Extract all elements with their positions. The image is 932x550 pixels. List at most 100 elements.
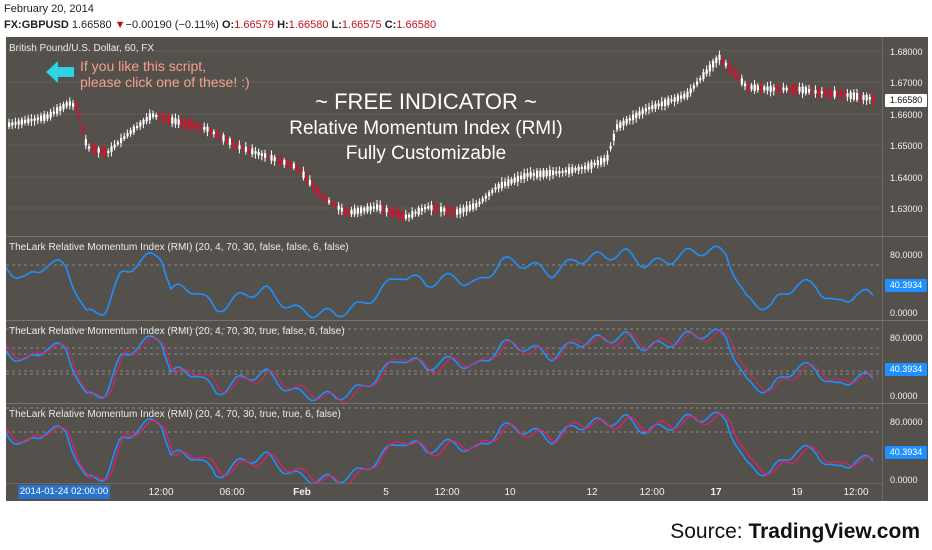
left-arrow-icon[interactable] xyxy=(46,61,76,83)
candle-body xyxy=(347,210,350,215)
candle-body xyxy=(427,205,430,209)
candle-body xyxy=(785,87,788,91)
candle-body xyxy=(56,107,59,114)
candle-body xyxy=(257,151,260,156)
time-tick: 17 xyxy=(710,487,722,498)
pane-divider[interactable] xyxy=(6,403,928,404)
price-change: −0.00190 (−0.11%) xyxy=(125,19,219,31)
candle-body xyxy=(110,146,113,152)
candle-body xyxy=(542,170,545,177)
candle-body xyxy=(648,107,651,110)
candle-body xyxy=(248,148,251,153)
candle-body xyxy=(692,85,695,89)
candle-body xyxy=(753,84,756,91)
candle-body xyxy=(817,89,820,96)
candle-body xyxy=(388,208,391,215)
high-value: 1.66580 xyxy=(288,19,329,31)
rmi-line xyxy=(6,411,874,483)
candle-body xyxy=(724,62,727,66)
price-tick: 1.64000 xyxy=(890,173,923,183)
candle-body xyxy=(184,120,187,127)
candle-body xyxy=(808,89,811,93)
candle-body xyxy=(283,160,286,165)
candle-body xyxy=(129,130,132,135)
candle-body xyxy=(52,111,55,114)
candle-body xyxy=(504,181,507,187)
time-tick: 5 xyxy=(383,487,389,498)
candle-body xyxy=(452,209,455,214)
note-line-2: please click one of these! :) xyxy=(80,74,250,90)
candle-body xyxy=(260,153,263,156)
candle-body xyxy=(417,207,420,215)
symbol-name[interactable]: FX:GBPUSD xyxy=(4,19,69,31)
time-tick: Feb xyxy=(293,487,311,498)
candle-body xyxy=(472,203,475,210)
candle-body xyxy=(296,164,299,170)
low-label: L: xyxy=(331,19,342,31)
candle-body xyxy=(856,93,859,100)
candle-body xyxy=(20,119,23,125)
candle-body xyxy=(801,86,804,94)
rmi-tick: 80.0000 xyxy=(890,333,923,343)
candle-body xyxy=(376,204,379,210)
pane-divider[interactable] xyxy=(6,236,928,237)
candle-body xyxy=(667,98,670,106)
candle-body xyxy=(158,115,161,119)
chart-area[interactable]: British Pound/U.S. Dollar, 60, FX If you… xyxy=(6,37,928,501)
candle-body xyxy=(104,149,107,156)
chart-canvas[interactable] xyxy=(6,37,882,483)
candle-body xyxy=(126,132,129,137)
candle-body xyxy=(843,92,846,97)
candle-body xyxy=(100,148,103,155)
candle-body xyxy=(139,122,142,127)
price-tick: 1.66000 xyxy=(890,110,923,120)
price-tick: 1.65000 xyxy=(890,141,923,151)
candle-body xyxy=(116,142,119,145)
candle-body xyxy=(372,206,375,209)
candle-body xyxy=(46,114,49,120)
candle-body xyxy=(580,167,583,170)
candle-body xyxy=(337,205,340,210)
candle-body xyxy=(600,158,603,165)
candle-body xyxy=(8,122,11,127)
candle-body xyxy=(715,57,718,64)
candle-body xyxy=(654,103,657,109)
low-value: 1.66575 xyxy=(341,19,382,31)
candle-body xyxy=(696,81,699,85)
candle-body xyxy=(360,207,363,214)
candle-body xyxy=(756,85,759,91)
candle-body xyxy=(145,117,148,122)
candle-body xyxy=(392,209,395,215)
pane-divider[interactable] xyxy=(6,320,928,321)
candle-body xyxy=(443,208,446,212)
candle-body xyxy=(465,205,468,212)
candle-body xyxy=(491,189,494,193)
rmi-alt-line xyxy=(6,330,874,404)
candle-body xyxy=(398,211,401,218)
candle-body xyxy=(740,78,743,85)
candle-body xyxy=(772,87,775,91)
candle-body xyxy=(798,87,801,92)
candle-body xyxy=(833,90,836,98)
quote-line: FX:GBPUSD 1.66580 ▼−0.00190 (−0.11%) O:1… xyxy=(4,19,436,31)
candle-body xyxy=(571,167,574,173)
price-axis[interactable] xyxy=(882,37,928,501)
rmi-pane-1-title: TheLark Relative Momentum Index (RMI) (2… xyxy=(9,242,349,253)
candle-body xyxy=(859,94,862,100)
candle-body xyxy=(84,139,87,146)
candle-body xyxy=(664,99,667,107)
candle-body xyxy=(497,184,500,189)
candle-body xyxy=(395,212,398,215)
candle-body xyxy=(849,92,852,99)
candle-body xyxy=(574,168,577,171)
candle-body xyxy=(68,101,71,106)
candle-body xyxy=(609,146,612,149)
rmi-line xyxy=(6,245,874,319)
time-tick: 12:00 xyxy=(148,487,174,498)
candle-body xyxy=(43,114,46,122)
candle-body xyxy=(657,103,660,107)
candle-body xyxy=(65,102,68,107)
time-axis[interactable]: 12:00 06:00 Feb 5 12:00 10 12 12:00 17 1… xyxy=(6,483,882,501)
candle-body xyxy=(334,204,337,207)
candle-body xyxy=(132,126,135,133)
